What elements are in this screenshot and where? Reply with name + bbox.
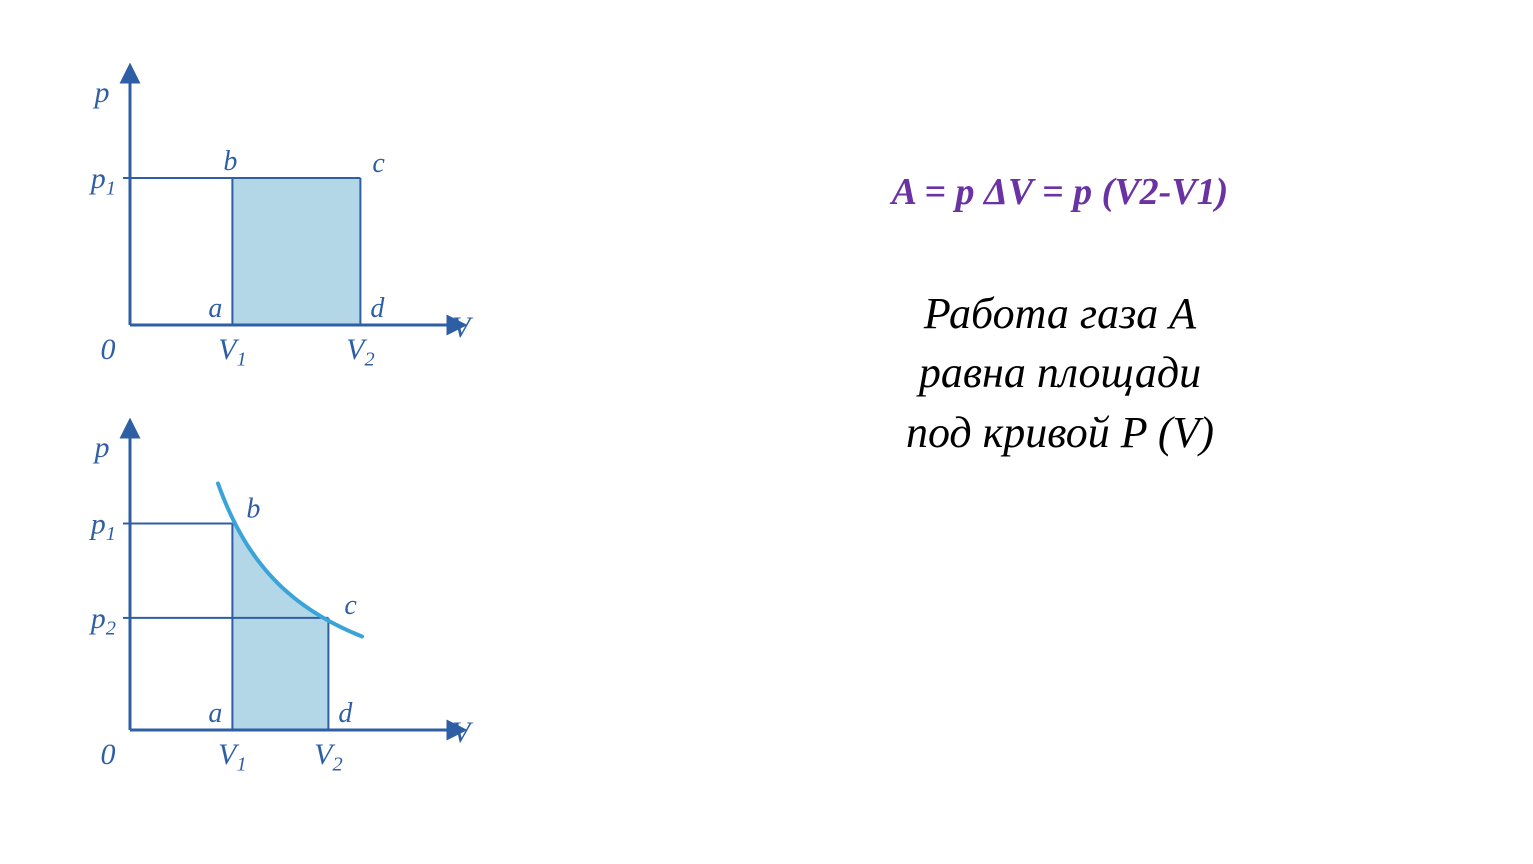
svg-text:p: p [93,431,110,464]
caption-line-1: Работа газа A [924,289,1196,338]
svg-text:c: c [344,590,357,621]
svg-text:p2: p2 [89,602,116,640]
diagram-isobaric: p V 0 p1 V1 V2 a b c d [60,60,660,385]
svg-text:d: d [338,698,353,729]
diagram-isothermal-svg: p V 0 p1 p2 V1 V2 a b c d [60,415,480,785]
svg-text:V1: V1 [218,333,247,371]
caption-text: Работа газа A равна площади под кривой P… [680,284,1440,462]
diagrams-column: p V 0 p1 V1 V2 a b c d p V 0 p1 p2 V1 V2 a b c d [60,60,660,820]
svg-text:c: c [372,148,385,179]
caption-line-2: равна площади [919,348,1201,397]
diagram-isothermal: p V 0 p1 p2 V1 V2 a b c d [60,415,660,790]
svg-text:V: V [452,311,474,344]
text-column: A = p ΔV = p (V2-V1) Работа газа A равна… [680,170,1440,462]
svg-text:V1: V1 [218,738,247,776]
svg-text:a: a [208,698,222,729]
svg-text:V2: V2 [314,738,343,776]
svg-text:V2: V2 [346,333,375,371]
caption-line-3: под кривой P (V) [906,408,1214,457]
svg-text:0: 0 [101,333,116,366]
svg-text:d: d [370,293,385,324]
svg-text:b: b [223,146,237,177]
svg-text:b: b [246,494,260,525]
svg-text:p1: p1 [89,162,116,200]
page: p V 0 p1 V1 V2 a b c d p V 0 p1 p2 V1 V2 a b c d A = p ΔV =… [0,0,1533,864]
work-formula: A = p ΔV = p (V2-V1) [680,170,1440,214]
svg-text:0: 0 [101,738,116,771]
svg-text:p1: p1 [89,508,116,546]
svg-text:V: V [452,716,474,749]
diagram-isobaric-svg: p V 0 p1 V1 V2 a b c d [60,60,480,380]
svg-text:a: a [208,293,222,324]
svg-text:p: p [93,76,110,109]
